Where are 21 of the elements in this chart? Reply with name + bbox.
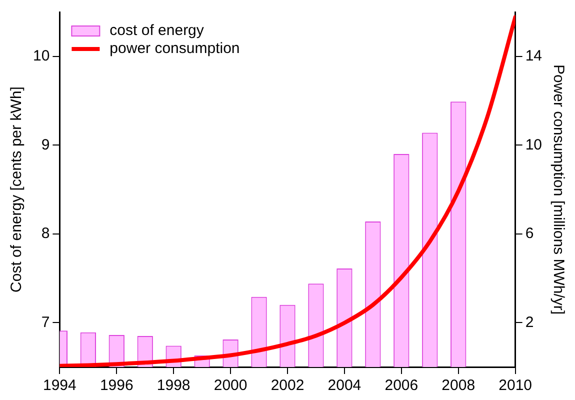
y2-tick-label: 2 (525, 314, 534, 331)
y2-axis-title: Power consumption [millions MWh/yr] (550, 64, 567, 315)
x-tick-label: 1998 (156, 377, 190, 394)
y-tick-label: 8 (41, 225, 50, 242)
legend-label: power consumption (110, 40, 240, 58)
x-tick-label: 1996 (100, 377, 134, 394)
y-tick-label: 7 (41, 314, 50, 331)
x-tick-label: 2008 (442, 377, 476, 394)
legend-label: cost of energy (110, 22, 204, 40)
x-tick-label: 2000 (214, 377, 248, 394)
x-tick-label: 2006 (384, 377, 418, 394)
y2-tick-label: 14 (525, 48, 542, 65)
x-tick-label: 1994 (42, 377, 76, 394)
y-tick-label: 9 (41, 136, 50, 154)
y2-tick-label: 10 (525, 136, 542, 154)
y2-tick-label: 6 (525, 225, 534, 242)
x-tick-label: 2002 (270, 377, 304, 394)
x-tick-label: 2004 (328, 377, 362, 394)
x-tick-label: 2010 (498, 377, 532, 394)
y-axis-title: Cost of energy [cents per kWh] (8, 86, 26, 292)
y-tick-label: 10 (32, 48, 50, 65)
